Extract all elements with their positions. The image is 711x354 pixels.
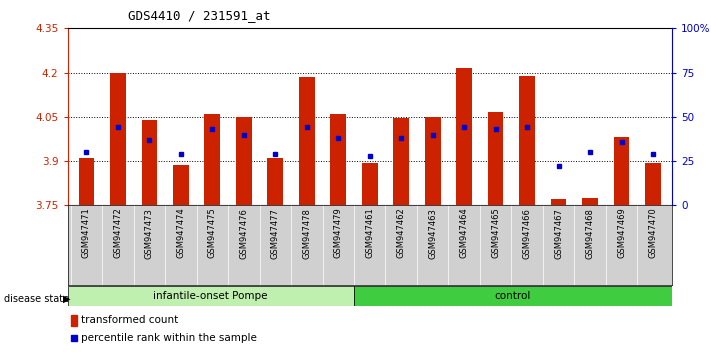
Text: GSM947479: GSM947479 bbox=[333, 208, 343, 258]
Text: GDS4410 / 231591_at: GDS4410 / 231591_at bbox=[128, 9, 270, 22]
Bar bbox=[424, 117, 441, 205]
Bar bbox=[331, 114, 346, 205]
Bar bbox=[488, 112, 503, 205]
Bar bbox=[519, 75, 535, 205]
Bar bbox=[551, 199, 567, 205]
Bar bbox=[362, 162, 378, 205]
Text: GSM947473: GSM947473 bbox=[145, 208, 154, 258]
Text: GSM947464: GSM947464 bbox=[459, 208, 469, 258]
Text: GSM947476: GSM947476 bbox=[240, 208, 248, 258]
Bar bbox=[141, 120, 157, 205]
Text: control: control bbox=[495, 291, 531, 301]
Text: infantile-onset Pompe: infantile-onset Pompe bbox=[154, 291, 268, 301]
Bar bbox=[456, 68, 472, 205]
Bar bbox=[173, 166, 188, 205]
Bar bbox=[70, 315, 77, 326]
Text: GSM947461: GSM947461 bbox=[365, 208, 374, 258]
Text: GSM947465: GSM947465 bbox=[491, 208, 500, 258]
Text: GSM947469: GSM947469 bbox=[617, 208, 626, 258]
Text: GSM947475: GSM947475 bbox=[208, 208, 217, 258]
Text: GSM947478: GSM947478 bbox=[302, 208, 311, 258]
Text: GSM947477: GSM947477 bbox=[271, 208, 280, 258]
Text: GSM947472: GSM947472 bbox=[114, 208, 122, 258]
Text: GSM947462: GSM947462 bbox=[397, 208, 406, 258]
Bar bbox=[393, 118, 409, 205]
Text: GSM947471: GSM947471 bbox=[82, 208, 91, 258]
Text: GSM947474: GSM947474 bbox=[176, 208, 186, 258]
Text: disease state: disease state bbox=[4, 294, 69, 304]
Bar bbox=[78, 158, 95, 205]
Text: ▶: ▶ bbox=[63, 294, 70, 304]
Bar bbox=[68, 286, 354, 306]
Bar bbox=[205, 114, 220, 205]
Text: transformed count: transformed count bbox=[81, 315, 178, 325]
Bar bbox=[645, 162, 661, 205]
Text: GSM947468: GSM947468 bbox=[586, 208, 594, 258]
Text: GSM947467: GSM947467 bbox=[554, 208, 563, 258]
Bar bbox=[582, 198, 598, 205]
Bar bbox=[614, 137, 629, 205]
Text: GSM947470: GSM947470 bbox=[648, 208, 658, 258]
Bar bbox=[354, 286, 672, 306]
Bar bbox=[110, 73, 126, 205]
Text: GSM947466: GSM947466 bbox=[523, 208, 532, 258]
Bar bbox=[299, 77, 315, 205]
Text: GSM947463: GSM947463 bbox=[428, 208, 437, 258]
Bar bbox=[236, 118, 252, 205]
Bar bbox=[267, 158, 283, 205]
Text: percentile rank within the sample: percentile rank within the sample bbox=[81, 333, 257, 343]
